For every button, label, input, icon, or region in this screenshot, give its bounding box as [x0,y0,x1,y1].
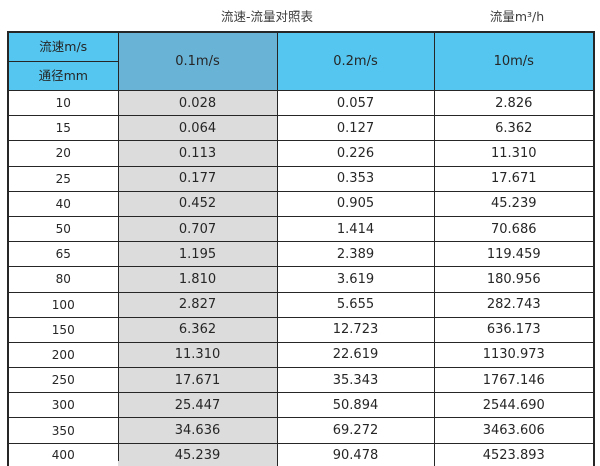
flow-value-cell: 11.310 [117,341,278,369]
table-row: 20 0.113 0.226 11.310 [7,140,595,167]
flow-value-cell: 2.826 [433,89,595,117]
diameter-cell: 25 [7,165,119,192]
flow-value-cell: 3.619 [276,266,435,293]
flow-value-cell: 25.447 [117,392,278,419]
flow-value-cell: 17.671 [117,367,278,394]
flow-value-cell: 6.362 [117,316,278,343]
table-header: 流速m/s 通径mm 0.1m/s 0.2m/s 10m/s [7,31,595,91]
flow-value-cell: 4523.893 [433,442,595,466]
corner-label-diameter: 通径mm [38,68,88,83]
flow-value-cell: 636.173 [433,316,595,343]
flow-value-cell: 1.810 [117,266,278,293]
flow-value-cell: 282.743 [433,291,595,318]
table-row: 50 0.707 1.414 70.686 [7,215,595,243]
flow-value-cell: 180.956 [433,266,595,293]
flow-value-cell: 0.452 [117,190,278,217]
table-row: 65 1.195 2.389 119.459 [7,241,595,268]
table-row: 250 17.671 35.343 1767.146 [7,367,595,394]
flow-value-cell: 119.459 [433,241,595,268]
flow-value-cell: 1.195 [117,241,278,268]
flow-value-cell: 3463.606 [433,417,595,444]
flow-value-cell: 1130.973 [433,341,595,369]
flow-value-cell: 6.362 [433,115,595,142]
column-header-velocity-10: 10m/s [433,31,595,91]
flow-value-cell: 5.655 [276,291,435,318]
diameter-cell: 400 [7,442,119,466]
table-body: 10 0.028 0.057 2.826 15 0.064 0.127 6.362 20 0.11… [7,89,595,466]
diameter-cell: 15 [7,115,119,142]
flow-value-cell: 50.894 [276,392,435,419]
flow-value-cell: 0.353 [276,165,435,192]
table-row: 40 0.452 0.905 45.239 [7,190,595,217]
flow-value-cell: 17.671 [433,165,595,192]
flow-value-cell: 0.127 [276,115,435,142]
shaded-column-overflow [118,461,277,466]
corner-cell: 流速m/s 通径mm [7,31,119,91]
diameter-cell: 10 [7,89,119,117]
table-row: 25 0.177 0.353 17.671 [7,165,595,192]
flow-value-cell: 1.414 [276,215,435,243]
diameter-cell: 350 [7,417,119,444]
flow-value-cell: 0.905 [276,190,435,217]
flow-value-cell: 0.028 [117,89,278,117]
flow-value-cell: 2.827 [117,291,278,318]
diameter-cell: 200 [7,341,119,369]
diameter-cell: 40 [7,190,119,217]
flow-value-cell: 11.310 [433,140,595,167]
flow-value-cell: 22.619 [276,341,435,369]
flow-value-cell: 69.272 [276,417,435,444]
corner-label-velocity: 流速m/s [9,33,118,62]
flow-value-cell: 0.057 [276,89,435,117]
flow-value-cell: 70.686 [433,215,595,243]
flow-value-cell: 45.239 [433,190,595,217]
table-row: 10 0.028 0.057 2.826 [7,89,595,117]
flow-value-cell: 35.343 [276,367,435,394]
table-row: 100 2.827 5.655 282.743 [7,291,595,318]
diameter-cell: 100 [7,291,119,318]
flow-value-cell: 0.177 [117,165,278,192]
flow-value-cell: 1767.146 [433,367,595,394]
flow-value-cell: 0.226 [276,140,435,167]
diameter-cell: 80 [7,266,119,293]
column-header-velocity-0-2: 0.2m/s [276,31,435,91]
table-row: 300 25.447 50.894 2544.690 [7,392,595,419]
column-header-velocity-0-1: 0.1m/s [117,31,278,91]
table-row: 350 34.636 69.272 3463.606 [7,417,595,444]
table-row: 200 11.310 22.619 1130.973 [7,341,595,369]
diameter-cell: 65 [7,241,119,268]
flow-value-cell: 0.113 [117,140,278,167]
table-row: 150 6.362 12.723 636.173 [7,316,595,343]
diameter-cell: 300 [7,392,119,419]
flow-value-cell: 2544.690 [433,392,595,419]
diameter-cell: 250 [7,367,119,394]
flow-value-cell: 12.723 [276,316,435,343]
diameter-cell: 150 [7,316,119,343]
table-title: 流速-流量对照表 [220,9,314,24]
flow-value-cell: 90.478 [276,442,435,466]
table-row: 15 0.064 0.127 6.362 [7,115,595,142]
flow-unit-label: 流量m³/h [489,9,545,24]
diameter-cell: 50 [7,215,119,243]
flow-rate-table: 流速m/s 通径mm 0.1m/s 0.2m/s 10m/s 10 0.028 0.… [7,31,595,466]
table-row: 400 45.239 90.478 4523.893 [7,442,595,466]
flow-value-cell: 2.389 [276,241,435,268]
flow-value-cell: 0.064 [117,115,278,142]
header-row: 流速m/s 通径mm 0.1m/s 0.2m/s 10m/s [7,31,595,91]
table-row: 80 1.810 3.619 180.956 [7,266,595,293]
flow-value-cell: 45.239 [117,442,278,466]
flow-value-cell: 0.707 [117,215,278,243]
flow-value-cell: 34.636 [117,417,278,444]
diameter-cell: 20 [7,140,119,167]
